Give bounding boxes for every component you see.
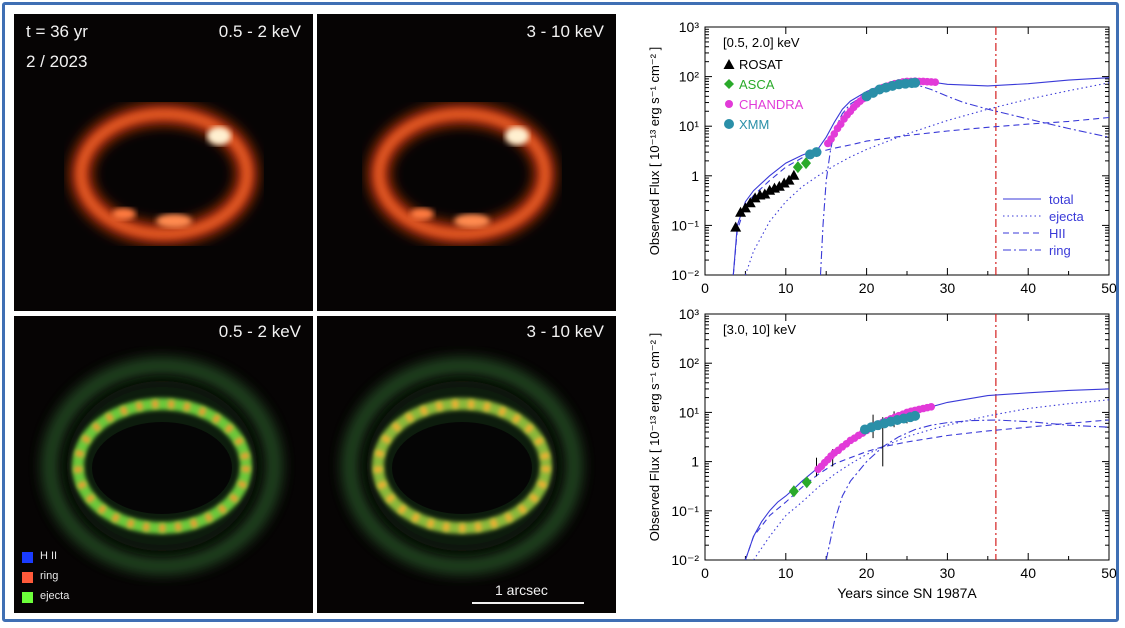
scale-bar-label: 1 arcsec [495, 582, 548, 598]
y-tick-label: 1 [691, 168, 699, 184]
legend-label-total: total [1049, 192, 1074, 207]
legend-marker-rosat [723, 59, 735, 69]
y-tick-label: 10⁻¹ [671, 217, 699, 233]
legend-label-xmm: XMM [739, 117, 769, 132]
model-curves [732, 77, 1109, 275]
x-tick-label: 30 [940, 280, 956, 296]
series-line-ejecta [744, 82, 1109, 275]
point-rosat [730, 221, 742, 232]
legend-label-hii: H II [40, 550, 58, 562]
point-asca [792, 161, 803, 174]
y-tick-label: 10³ [679, 306, 700, 322]
legend-marker-chandra [725, 100, 733, 108]
point-rosat [773, 180, 785, 191]
x-tick-label: 0 [701, 565, 709, 581]
legend-swatch-hii [22, 552, 33, 563]
ring-image-hard [368, 103, 556, 245]
point-asca [801, 476, 812, 489]
x-axis-label: Years since SN 1987A [837, 585, 977, 601]
band-label-soft: 0.5 - 2 keV [218, 22, 301, 41]
xray-image-soft-top: t = 36 yr 2 / 2023 0.5 - 2 keV [14, 14, 313, 311]
ring-image-soft [70, 103, 258, 245]
data-points [730, 77, 940, 232]
x-tick-label: 10 [778, 565, 794, 581]
y-tick-label: 10³ [679, 19, 700, 35]
legend-swatch-ring [22, 572, 33, 583]
x-tick-label: 40 [1020, 280, 1036, 296]
xray-image-hard-top: 3 - 10 keV [317, 14, 616, 311]
y-tick-label: 10² [679, 355, 700, 371]
x-tick-label: 50 [1101, 280, 1117, 296]
x-tick-label: 50 [1101, 565, 1117, 581]
point-chandra [931, 78, 940, 87]
scale-bar [472, 602, 584, 604]
band-label-hard: 3 - 10 keV [526, 22, 605, 41]
model-curves [744, 388, 1109, 560]
model-image-hard-bottom: 3 - 10 keV 1 arcsec [317, 316, 616, 613]
legend-label-ejecta: ejecta [1049, 209, 1084, 224]
x-tick-label: 10 [778, 280, 794, 296]
legend-label-rosat: ROSAT [739, 57, 783, 72]
x-tick-label: 20 [859, 280, 875, 296]
legend-label-hii: HII [1049, 226, 1066, 241]
chart-soft: 0 10 20 30 40 50 10⁻² 10⁻¹ 1 10¹ 10² 10³ Observed Fl… [647, 19, 1117, 296]
point-asca [788, 485, 799, 498]
data-points [788, 402, 936, 498]
legend-label-ejecta: ejecta [40, 590, 70, 602]
y-tick-label: 10¹ [679, 118, 700, 134]
x-tick-label: 20 [859, 565, 875, 581]
series-line-total [744, 388, 1109, 560]
model-image-soft-bottom: 0.5 - 2 keV H II ring ejecta [14, 316, 313, 613]
point-xmm [910, 410, 921, 421]
point-rosat [749, 192, 761, 203]
y-tick-label: 10⁻² [671, 552, 699, 568]
y-tick-label: 10¹ [679, 404, 700, 420]
legend-marker-asca [724, 79, 734, 89]
point-rosat [739, 202, 751, 213]
chart-hard: 0 10 20 30 40 50 10⁻² 10⁻¹ 1 10¹ 10² 10³ Observed Fl… [647, 306, 1117, 601]
point-asca [801, 157, 811, 170]
legend-label-chandra: CHANDRA [739, 97, 804, 112]
x-tick-label: 30 [940, 565, 956, 581]
y-axis-label: Observed Flux [ 10⁻¹³ erg s⁻¹ cm⁻² ] [647, 47, 662, 255]
series-line-ring [819, 83, 1109, 275]
x-tick-label: 40 [1020, 565, 1036, 581]
point-rosat [759, 188, 771, 199]
band-label-soft-bottom: 0.5 - 2 keV [218, 322, 301, 341]
y-axis-label: Observed Flux [ 10⁻¹³ erg s⁻¹ cm⁻² ] [647, 333, 662, 541]
series-line-total [732, 77, 1109, 275]
series-line-ring [825, 419, 1109, 560]
point-rosat [778, 177, 790, 188]
plot-frame [704, 313, 1110, 561]
point-xmm [910, 77, 921, 88]
x-tick-label: 0 [701, 280, 709, 296]
point-rosat [788, 169, 800, 180]
legend-marker-xmm [724, 119, 734, 129]
band-label: [3.0, 10] keV [723, 322, 796, 337]
legend-label-ring: ring [40, 570, 59, 582]
point-xmm [811, 147, 822, 158]
legend-swatch-ejecta [22, 592, 33, 603]
legend-label-asca: ASCA [739, 77, 775, 92]
y-tick-label: 1 [691, 454, 699, 470]
y-tick-label: 10² [679, 69, 700, 85]
model-ring-hard [341, 357, 583, 575]
band-label: [0.5, 2.0] keV [723, 35, 800, 50]
legend-label-ring: ring [1049, 243, 1071, 258]
model-ring-soft [41, 357, 283, 575]
band-label-hard-bottom: 3 - 10 keV [526, 322, 605, 341]
y-tick-label: 10⁻² [671, 267, 699, 283]
time-label: t = 36 yr [26, 22, 88, 41]
date-label: 2 / 2023 [26, 52, 88, 71]
point-chandra [927, 402, 936, 411]
y-tick-label: 10⁻¹ [671, 503, 699, 519]
series-line-hii [744, 419, 1109, 560]
